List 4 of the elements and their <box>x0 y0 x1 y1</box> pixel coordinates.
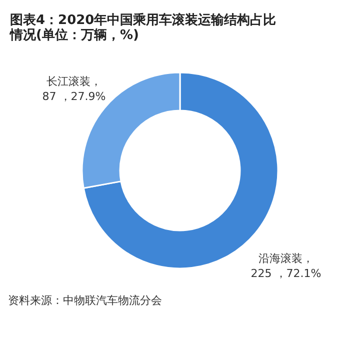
slice-label: 沿海滚装， 225 ，72.1% <box>250 252 322 280</box>
chart-title: 图表4：2020年中国乘用车滚装运输结构占比情况(单位：万辆，%) <box>9 12 276 43</box>
slice-label: 长江滚装， 87 ，27.9% <box>42 75 106 104</box>
text: 资料来源：中物联汽车物流分会 <box>7 293 163 308</box>
